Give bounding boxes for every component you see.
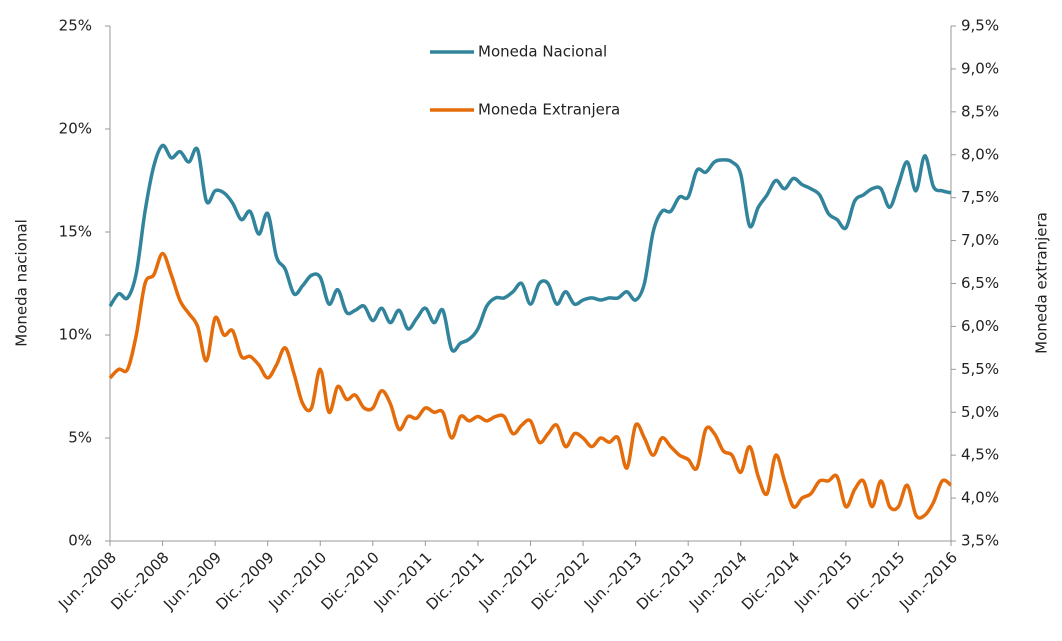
y2-tick-label: 6,5% bbox=[961, 274, 999, 292]
y2-tick-label: 7,5% bbox=[961, 188, 999, 206]
series-line bbox=[108, 143, 952, 353]
y-tick-label: 10% bbox=[59, 326, 92, 344]
y2-tick-label: 7,0% bbox=[961, 231, 999, 249]
y2-tick-label: 8,0% bbox=[961, 145, 999, 163]
y2-tick-label: 5,5% bbox=[961, 360, 999, 378]
y-tick-label: 20% bbox=[59, 120, 92, 138]
y2-tick-label: 4,0% bbox=[961, 489, 999, 507]
y2-tick-label: 9,0% bbox=[961, 59, 999, 77]
y2-tick-label: 5,0% bbox=[961, 403, 999, 421]
y-tick-label: 15% bbox=[59, 223, 92, 241]
y-tick-label: 25% bbox=[59, 17, 92, 35]
y2-tick-label: 4,5% bbox=[961, 446, 999, 464]
y2-tick-label: 6,0% bbox=[961, 317, 999, 335]
series-line bbox=[108, 251, 953, 520]
y2-tick-label: 8,5% bbox=[961, 102, 999, 120]
y2-tick-label: 3,5% bbox=[961, 532, 999, 550]
y-axis-label: Moneda nacional bbox=[13, 219, 31, 347]
y2-axis-label: Moneda extranjera bbox=[1033, 212, 1051, 354]
y2-tick-label: 9,5% bbox=[961, 17, 999, 35]
y-tick-label: 0% bbox=[68, 532, 92, 550]
y-tick-label: 5% bbox=[68, 429, 92, 447]
legend-label: Moneda Nacional bbox=[478, 43, 607, 61]
legend-label: Moneda Extranjera bbox=[478, 101, 620, 119]
